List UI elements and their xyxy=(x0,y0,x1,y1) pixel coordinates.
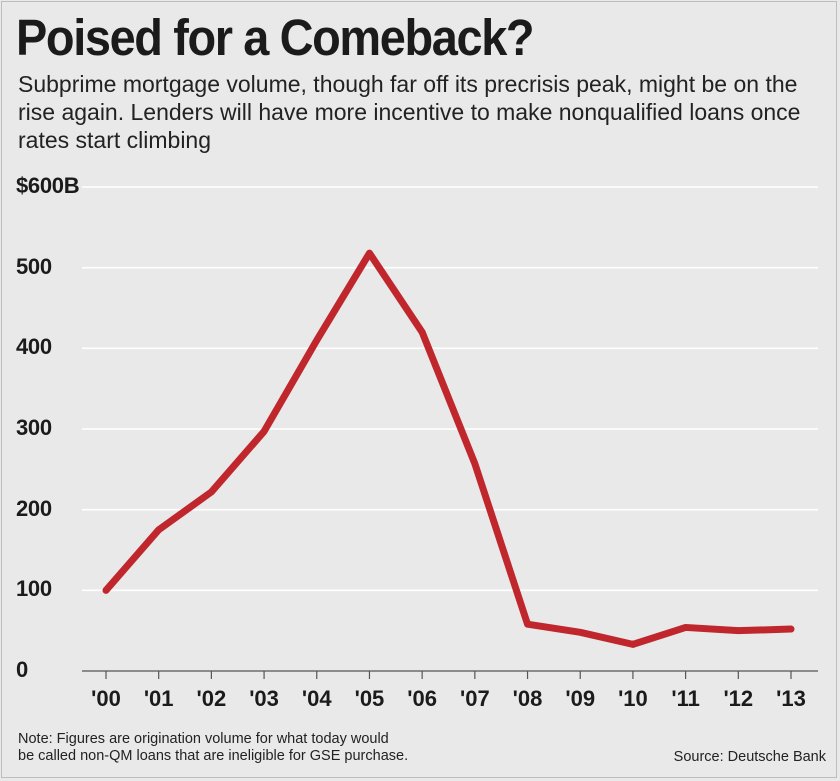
x-tick-label: '01 xyxy=(143,686,174,711)
y-tick-label: 200 xyxy=(16,495,52,521)
x-tick-label: '06 xyxy=(407,686,437,711)
x-tick-label: '03 xyxy=(249,686,279,711)
data-point xyxy=(208,488,215,496)
data-point xyxy=(102,587,110,594)
x-tick-label: '07 xyxy=(459,686,490,711)
x-tick-label: '12 xyxy=(723,686,754,711)
x-tick-label: '05 xyxy=(354,686,385,711)
data-point xyxy=(682,624,689,631)
y-tick-label: 500 xyxy=(16,253,52,279)
data-point xyxy=(735,627,742,634)
data-point xyxy=(629,641,637,648)
data-point xyxy=(418,329,426,336)
x-tick-label: '11 xyxy=(671,686,700,711)
x-tick-label: '00 xyxy=(91,686,121,711)
series-line xyxy=(102,249,795,648)
y-tick-label: 300 xyxy=(16,415,52,440)
x-ticks xyxy=(105,671,792,679)
y-tick-label: 400 xyxy=(16,334,52,360)
x-tick-label: '02 xyxy=(196,686,227,711)
x-tick-label: '09 xyxy=(565,686,596,711)
data-point xyxy=(524,621,531,628)
x-tick-label: '04 xyxy=(301,686,332,711)
data-point xyxy=(787,625,795,633)
series-group xyxy=(102,249,795,648)
x-tick-label: '10 xyxy=(618,686,648,711)
data-point xyxy=(155,526,162,534)
data-point xyxy=(577,629,584,636)
data-point xyxy=(366,249,373,257)
gridlines xyxy=(82,186,818,672)
footnote: Note: Figures are origination volume for… xyxy=(18,731,408,765)
y-tick-label: $600B xyxy=(16,173,80,198)
source-credit: Source: Deutsche Bank xyxy=(673,749,826,765)
footnote-line-2: be called non-QM loans that are ineligib… xyxy=(18,748,409,764)
y-tick-label: 100 xyxy=(16,576,52,602)
footnote-line-1: Note: Figures are origination volume for… xyxy=(18,731,389,747)
x-tick-label: '13 xyxy=(776,686,806,711)
data-point xyxy=(313,337,320,344)
y-tick-label: 0 xyxy=(16,657,28,682)
x-tick-label: '08 xyxy=(512,686,543,711)
chart-title: Poised for a Comeback? xyxy=(16,9,535,66)
data-point xyxy=(260,428,268,435)
chart-subtitle: Subprime mortgage volume, though far off… xyxy=(18,71,801,153)
data-point xyxy=(471,460,479,467)
